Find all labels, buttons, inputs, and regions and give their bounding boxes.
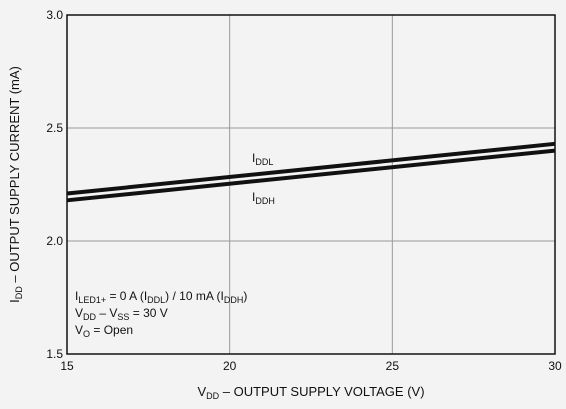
x-axis-title-part: DD xyxy=(206,391,219,401)
y-axis-title: IDD – OUTPUT SUPPLY CURRENT (mA) xyxy=(7,66,24,303)
series-label-iddl-part: DDL xyxy=(255,157,273,167)
y-tick-label: 2.5 xyxy=(46,121,63,135)
x-axis-title-part: V xyxy=(197,384,206,399)
y-axis-title-part: – OUTPUT SUPPLY CURRENT (mA) xyxy=(7,66,22,286)
condition-line-part: = 30 V xyxy=(129,306,167,320)
condition-line-part: ) / 10 mA (I xyxy=(165,289,224,303)
condition-line-part: = 0 A (I xyxy=(106,289,147,303)
x-tick-label: 20 xyxy=(223,359,237,373)
x-axis-title-part: – OUTPUT SUPPLY VOLTAGE (V) xyxy=(219,384,424,399)
y-tick-label: 3.0 xyxy=(46,8,63,22)
condition-line: VO = Open xyxy=(75,323,133,339)
condition-line-part: V xyxy=(75,323,83,337)
condition-line-part: DDH xyxy=(224,295,244,305)
condition-line-part: I xyxy=(75,289,78,303)
series-label-iddl-part: I xyxy=(252,151,255,165)
condition-line-part: DD xyxy=(83,312,96,322)
plot-frame xyxy=(66,14,556,355)
condition-line-part: LED1+ xyxy=(78,295,106,305)
x-axis-title: VDD – OUTPUT SUPPLY VOLTAGE (V) xyxy=(197,384,424,401)
y-tick-label: 2.0 xyxy=(46,234,63,248)
y-axis-title-part: I xyxy=(7,299,22,303)
condition-line: VDD – VSS = 30 V xyxy=(75,306,168,322)
condition-line-part: SS xyxy=(117,312,129,322)
x-tick-label: 30 xyxy=(548,359,562,373)
series-label-iddh-part: I xyxy=(252,190,255,204)
condition-line-part: O xyxy=(83,329,90,339)
x-tick-label: 25 xyxy=(386,359,400,373)
condition-line-part: – V xyxy=(96,306,117,320)
condition-line-part: = Open xyxy=(90,323,133,337)
series-label-iddl: IDDL xyxy=(252,151,273,167)
condition-line-part: DDL xyxy=(147,295,165,305)
condition-line-part: V xyxy=(75,306,83,320)
series-line-ddl xyxy=(66,141,556,196)
y-axis-title-part: DD xyxy=(14,286,24,299)
series-label-iddh: IDDH xyxy=(252,190,275,206)
x-tick-label: 15 xyxy=(60,359,74,373)
condition-line-part: ) xyxy=(243,289,247,303)
y-tick-label: 1.5 xyxy=(46,347,63,361)
condition-line: ILED1+ = 0 A (IDDL) / 10 mA (IDDH) xyxy=(75,289,247,305)
series-line-ddh xyxy=(66,148,556,203)
series-label-iddh-part: DDH xyxy=(255,196,275,206)
